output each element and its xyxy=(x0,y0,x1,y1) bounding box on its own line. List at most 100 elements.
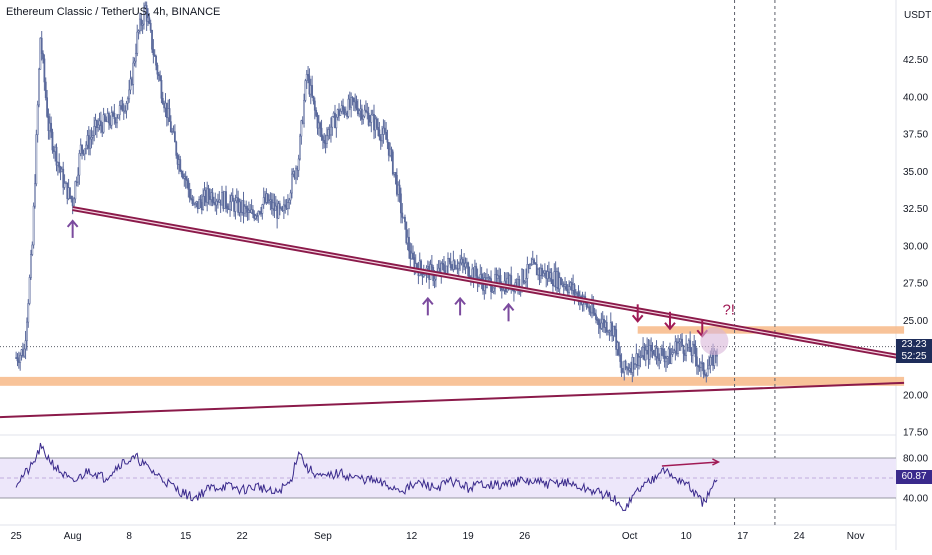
candle-body xyxy=(393,172,396,175)
candle-body xyxy=(527,264,530,269)
candle-body xyxy=(114,118,117,124)
candle-body xyxy=(398,184,401,195)
candle-body xyxy=(190,197,192,200)
candle-body xyxy=(35,134,38,185)
candle-body xyxy=(89,138,92,149)
candle-body xyxy=(455,267,457,270)
candle-body xyxy=(152,48,155,56)
candle-body xyxy=(382,127,385,135)
candle-body xyxy=(360,108,363,120)
candle-body xyxy=(348,98,351,108)
candle-body xyxy=(652,349,655,355)
candle-body xyxy=(246,208,249,213)
candle-body xyxy=(447,258,449,267)
candle-body xyxy=(319,122,322,129)
candle-body xyxy=(86,135,89,146)
candle-body xyxy=(243,206,246,214)
candle-body xyxy=(406,236,409,244)
candle-body xyxy=(573,284,576,295)
support-zone xyxy=(637,326,905,334)
candle-body xyxy=(685,343,688,356)
candle-body xyxy=(650,345,653,352)
candle-body xyxy=(101,125,104,133)
candle-body xyxy=(309,85,312,95)
candle-body xyxy=(410,252,413,260)
candle-body xyxy=(324,142,327,145)
candle-body xyxy=(422,274,425,277)
candle-body xyxy=(542,273,545,277)
candle-body xyxy=(560,277,562,285)
candle-body xyxy=(700,362,702,368)
candle-body xyxy=(242,200,245,214)
candle-body xyxy=(312,95,315,102)
candle-body xyxy=(65,182,67,185)
candle-body xyxy=(261,204,264,214)
candle-body xyxy=(168,108,171,122)
y-tick-label: 20.00 xyxy=(903,390,928,401)
candle-body xyxy=(105,119,108,123)
candle-body xyxy=(679,338,682,343)
candle-body xyxy=(658,357,661,361)
candle-body xyxy=(698,365,701,368)
candle-body xyxy=(295,167,297,179)
rsi-divergence-arrowhead xyxy=(712,458,721,466)
candle-body xyxy=(38,68,40,106)
candle-body xyxy=(548,271,550,279)
candle-body xyxy=(576,291,579,294)
candle-body xyxy=(221,192,223,206)
rsi-value-tag: 60.87 xyxy=(896,470,932,484)
candle-body xyxy=(66,182,69,199)
candle-body xyxy=(464,263,467,268)
candle-body xyxy=(109,122,112,126)
candle-body xyxy=(254,215,257,219)
candle-body xyxy=(19,355,22,363)
candle-body xyxy=(669,348,671,364)
candle-body xyxy=(124,110,127,113)
candle-body xyxy=(499,274,502,289)
candle-body xyxy=(28,277,31,304)
rsi-divergence-line xyxy=(661,461,719,467)
candle-body xyxy=(526,264,529,279)
x-tick-label: 19 xyxy=(463,531,475,542)
candle-body xyxy=(656,348,659,359)
candle-body xyxy=(112,112,114,114)
candle-body xyxy=(167,108,170,118)
candle-body xyxy=(366,111,369,114)
candle-body xyxy=(363,109,366,117)
candle-body xyxy=(282,204,285,211)
candle-body xyxy=(498,274,501,277)
candle-body xyxy=(218,199,221,203)
candle-body xyxy=(351,97,354,99)
candle-body xyxy=(595,314,597,320)
candle-body xyxy=(663,355,666,363)
candle-body xyxy=(188,189,191,199)
candle-body xyxy=(449,261,452,268)
candle-body xyxy=(491,291,494,293)
candle-body xyxy=(98,120,101,126)
y-tick-label: 25.00 xyxy=(903,316,928,327)
candle-body xyxy=(171,131,174,134)
candle-body xyxy=(694,346,697,358)
candle-body xyxy=(219,199,222,206)
candle-body xyxy=(157,73,160,77)
candle-body xyxy=(87,135,90,149)
last-price-tag: 23.23 52:25 xyxy=(896,338,932,363)
candle-body xyxy=(159,75,161,81)
arrow-head xyxy=(502,302,515,311)
candle-body xyxy=(273,202,276,211)
candle-body xyxy=(42,53,44,60)
candle-body xyxy=(323,140,326,144)
candle-body xyxy=(213,201,215,204)
candle-body xyxy=(16,357,19,362)
candle-body xyxy=(588,306,591,312)
candle-body xyxy=(636,353,639,366)
candle-body xyxy=(210,192,213,200)
highlight-circle xyxy=(700,327,729,356)
candle-body xyxy=(554,271,557,288)
candle-body xyxy=(643,346,646,361)
support-zone xyxy=(0,376,905,386)
candle-body xyxy=(147,17,149,22)
candle-body xyxy=(603,318,605,328)
candle-body xyxy=(502,289,505,292)
